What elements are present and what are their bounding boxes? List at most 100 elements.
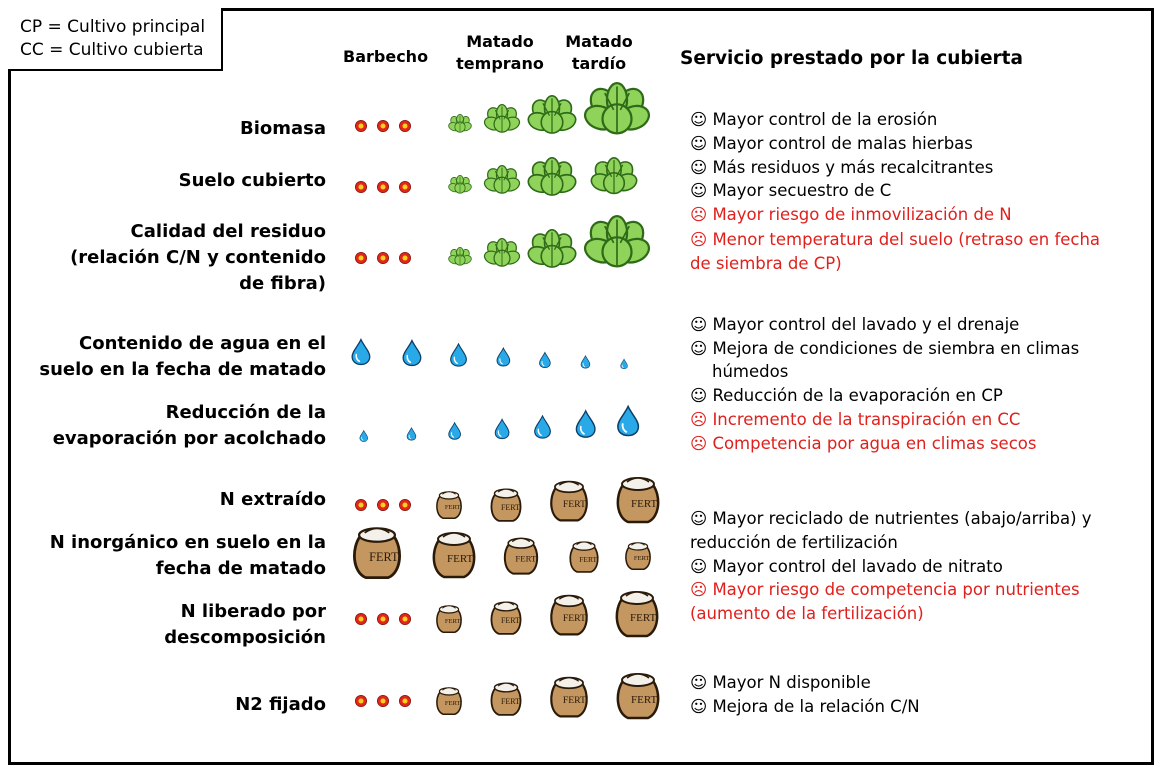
water-drop-icon (496, 346, 510, 367)
fertilizer-sack-icon: FERT. (353, 527, 401, 580)
column-header-fallow: Barbecho (343, 47, 429, 66)
svg-text:FERT.: FERT. (447, 553, 475, 565)
service-line: ☺ Mejora de la relación C/N (690, 697, 920, 716)
row-label-n-released-line1: N liberado por (180, 601, 326, 622)
dot-icon (354, 251, 368, 265)
row-label-biomass: Biomasa (239, 118, 326, 139)
row-label-water-line2: suelo en la fecha de matado (39, 359, 326, 380)
fertilizer-sack-icon: FERT. (432, 532, 475, 579)
service-line: húmedos (712, 362, 789, 381)
water-drop-icon (448, 421, 462, 440)
column-header-late-line2: tardío (571, 54, 627, 73)
dot-icon (376, 180, 390, 194)
water-drop-icon (402, 339, 422, 367)
service-line: ☺ Mayor N disponible (690, 673, 871, 692)
service-line: ☺ Mayor control del lavado y el drenaje (690, 315, 1020, 334)
dot-icon (354, 612, 368, 626)
leaf-cluster-icon (583, 215, 651, 268)
leaf-cluster-icon (483, 103, 521, 133)
row-label-evap-line1: Reducción de la (165, 402, 326, 423)
water-drop-icon (359, 429, 369, 442)
svg-text:FERT.: FERT. (445, 618, 462, 625)
water-drop-icon (494, 418, 510, 440)
svg-text:FERT.: FERT. (501, 697, 521, 706)
dot-icon (398, 180, 412, 194)
service-column-title: Servicio prestado por la cubierta (680, 48, 1023, 69)
fertilizer-sack-icon: FERT. (616, 673, 659, 720)
row-label-residue-line1: Calidad del residuo (130, 221, 326, 242)
svg-text:FERT.: FERT. (445, 700, 462, 707)
fertilizer-sack-icon: FERT. (490, 682, 522, 716)
dot-icon (398, 498, 412, 512)
row-label-evap-line2: evaporación por acolchado (52, 428, 326, 449)
fertilizer-sack-icon: FERT. (550, 480, 588, 522)
water-drop-icon (620, 358, 628, 370)
dot-icon (354, 119, 368, 133)
dot-icon (376, 498, 390, 512)
dot-icon (376, 694, 390, 708)
fertilizer-sack-icon: FERT. (503, 537, 539, 575)
service-line: (aumento de la fertilización) (690, 604, 924, 623)
fertilizer-sack-icon: FERT. (615, 591, 658, 638)
svg-text:FERT.: FERT. (563, 613, 588, 624)
leaf-cluster-icon (448, 175, 472, 194)
svg-text:FERT.: FERT. (563, 695, 588, 706)
legend-cp: CP = Cultivo principal (20, 17, 206, 37)
row-label-n-released-line2: descomposición (164, 627, 326, 648)
water-drop-icon (539, 351, 551, 368)
svg-text:FERT.: FERT. (563, 499, 588, 510)
water-drop-icon (534, 414, 552, 439)
abbreviation-legend: CP = Cultivo principal CC = Cultivo cubi… (8, 8, 223, 71)
fertilizer-sack-icon: FERT. (616, 477, 659, 524)
row-label-water-line1: Contenido de agua en el (79, 333, 326, 354)
fertilizer-sack-icon: FERT. (625, 542, 651, 570)
dot-icon (398, 251, 412, 265)
service-line: ☹ Incremento de la transpiración en CC (690, 410, 1021, 429)
svg-text:FERT.: FERT. (445, 504, 462, 511)
leaf-cluster-icon (527, 95, 577, 135)
service-line: ☹ Menor temperatura del suelo (retraso e… (690, 230, 1101, 249)
dot-icon (398, 694, 412, 708)
svg-text:FERT.: FERT. (631, 498, 659, 510)
fertilizer-sack-icon: FERT. (550, 594, 588, 636)
figure-frame (8, 8, 1154, 765)
service-line: ☹ Mayor riesgo de inmovilización de N (690, 205, 1012, 224)
svg-text:FERT.: FERT. (369, 550, 401, 564)
row-label-n2-fixed: N2 fijado (235, 694, 326, 715)
fertilizer-sack-icon: FERT. (550, 676, 588, 718)
leaf-cluster-icon (483, 164, 521, 194)
water-drop-icon (616, 404, 640, 437)
leaf-cluster-icon (590, 157, 638, 195)
service-line: ☺ Mayor secuestro de C (690, 181, 892, 200)
svg-text:FERT.: FERT. (579, 555, 598, 564)
column-header-early-line2: temprano (456, 54, 544, 73)
water-drop-icon (406, 427, 416, 441)
service-line: ☺ Mayor control de malas hierbas (690, 134, 973, 153)
fertilizer-sack-icon: FERT. (436, 491, 462, 519)
dot-icon (376, 612, 390, 626)
dot-icon (398, 119, 412, 133)
fertilizer-sack-icon: FERT. (490, 488, 522, 522)
column-header-late-line1: Matado (565, 32, 633, 51)
service-line: ☹ Competencia por agua en climas secos (690, 434, 1037, 453)
water-drop-icon (580, 355, 590, 369)
legend-cc: CC = Cultivo cubierta (20, 40, 204, 60)
row-label-n-extracted: N extraído (219, 489, 326, 510)
dot-icon (376, 251, 390, 265)
dot-icon (354, 694, 368, 708)
fertilizer-sack-icon: FERT. (436, 687, 462, 715)
row-label-residue-line3: de fibra) (239, 273, 326, 294)
service-line: ☺ Mayor reciclado de nutrientes (abajo/a… (690, 509, 1092, 528)
column-header-early-line1: Matado (466, 32, 534, 51)
service-line: reducción de fertilización (690, 533, 898, 552)
dot-icon (354, 180, 368, 194)
svg-text:FERT.: FERT. (515, 554, 538, 564)
svg-text:FERT.: FERT. (630, 612, 658, 624)
service-line: de siembra de CP) (690, 254, 842, 273)
svg-text:FERT.: FERT. (631, 694, 659, 706)
row-label-n-inorganic-line2: fecha de matado (155, 558, 326, 579)
svg-text:FERT.: FERT. (634, 555, 651, 562)
row-label-soil-cover: Suelo cubierto (178, 170, 326, 191)
service-line: ☺ Mayor control de la erosión (690, 110, 938, 129)
water-drop-icon (576, 409, 596, 438)
